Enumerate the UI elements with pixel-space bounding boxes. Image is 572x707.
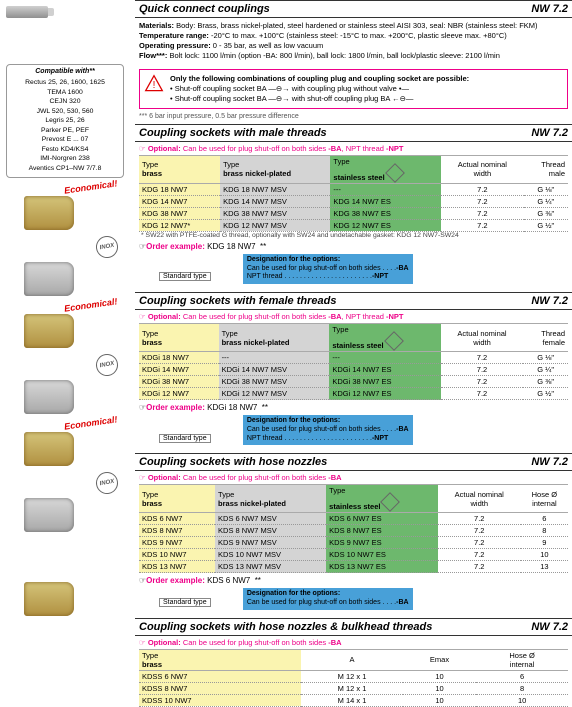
footnote: *** 6 bar input pressure, 0.5 bar pressu… (135, 113, 572, 124)
compat-box: Compatible with** Rectus 25, 26, 1600, 1… (6, 64, 124, 178)
optional-note: Optional: Can be used for plug shut-off … (135, 310, 572, 323)
compat-item: CEJN 320 (10, 98, 120, 107)
order-block: ☞ Order example: KDG 18 NW7 ** Standard … (135, 239, 572, 292)
optional-note: Optional: Can be used for plug shut-off … (135, 142, 572, 155)
compat-item: Legris 25, 26 (10, 117, 120, 126)
coupling-brass-female-icon (24, 314, 74, 348)
connector-hero-icon (6, 6, 48, 18)
svg-text:!: ! (153, 80, 156, 91)
coupling-brass-hose-icon (24, 432, 74, 466)
table-row: KDS 8 NW7KDS 8 NW7 MSVKDS 8 NW7 ES7.28 (139, 525, 568, 537)
compat-item: Rectus 25, 26, 1600, 1625 (10, 79, 120, 88)
note-line: • Shut-off coupling socket BA (170, 84, 266, 93)
table-row: KDGi 14 NW7KDGi 14 NW7 MSVKDGi 14 NW7 ES… (139, 364, 568, 376)
nw-badge: NW 7.2 (531, 621, 568, 633)
section-header-hose: Coupling sockets with hose nozzles NW 7.… (135, 453, 572, 471)
order-block: ☞ Order example: KDS 6 NW7 ** Standard t… (135, 573, 572, 618)
section-header-female: Coupling sockets with female threads NW … (135, 292, 572, 310)
section-title: Coupling sockets with hose nozzles (139, 456, 327, 468)
economical-badge: Economical! (64, 178, 118, 195)
nw-badge: NW 7.2 (531, 295, 568, 307)
section-header-male: Coupling sockets with male threads NW 7.… (135, 124, 572, 142)
coupling-brass-male-icon (24, 196, 74, 230)
note-line: • Shut-off coupling socket BA (170, 94, 266, 103)
coupling-steel-female-icon (24, 380, 74, 414)
section-title: Quick connect couplings (139, 3, 270, 15)
table-row: KDS 6 NW7KDS 6 NW7 MSVKDS 6 NW7 ES7.26 (139, 513, 568, 525)
sw-footnote: * SW22 with PTFE-coated G thread, option… (135, 232, 572, 239)
section-title: Coupling sockets with male threads (139, 127, 327, 139)
angle-icon (384, 331, 404, 351)
compat-item: Parker PE, PEF (10, 126, 120, 135)
meta-block: Materials: Body: Brass, brass nickel-pla… (135, 18, 572, 65)
compat-item: Prevost E ... 07 (10, 136, 120, 145)
compat-title: Compatible with** (10, 68, 120, 77)
table-row: KDG 38 NW7KDG 38 NW7 MSVKDG 38 NW7 ES7.2… (139, 207, 568, 219)
section-title: Coupling sockets with female threads (139, 295, 336, 307)
table-row: KDSS 6 NW7M 12 x 1106 (139, 670, 568, 682)
nw-badge: NW 7.2 (531, 3, 568, 15)
table-row: KDGi 18 NW7------7.2G ⅛" (139, 352, 568, 364)
table-row: KDG 18 NW7KDG 18 NW7 MSV---7.2G ⅛" (139, 183, 568, 195)
order-block: ☞ Order example: KDGi 18 NW7 ** Standard… (135, 400, 572, 453)
meta-value: -20°C to max. +100°C (stainless steel: -… (211, 31, 507, 40)
content: Quick connect couplings NW 7.2 Materials… (135, 0, 572, 707)
inox-badge: INOX (94, 234, 119, 259)
optional-note: Optional: Can be used for plug shut-off … (135, 636, 572, 649)
optional-note: Optional: Can be used for plug shut-off … (135, 471, 572, 484)
compat-item: JWL 520, 530, 560 (10, 107, 120, 116)
coupling-steel-hose-icon (24, 498, 74, 532)
compat-item: IMI-Norgren 238 (10, 155, 120, 164)
sidebar: Compatible with** Rectus 25, 26, 1600, 1… (0, 0, 130, 616)
warning-box: ! Only the following combinations of cou… (139, 69, 568, 109)
table-row: KDS 10 NW7KDS 10 NW7 MSVKDS 10 NW7 ES7.2… (139, 549, 568, 561)
note-line: with shut-off coupling plug BA (292, 94, 390, 103)
meta-label: Flow***: (139, 51, 167, 60)
table-female: Typebrass Typebrass nickel-plated Typest… (139, 323, 568, 400)
angle-icon (381, 492, 401, 512)
economical-badge: Economical! (64, 296, 118, 313)
angle-icon (385, 163, 405, 183)
nw-badge: NW 7.2 (531, 127, 568, 139)
table-row: KDS 13 NW7KDS 13 NW7 MSVKDS 13 NW7 ES7.2… (139, 561, 568, 573)
meta-value: Body: Brass, brass nickel-plated, steel … (176, 21, 537, 30)
compat-list: Rectus 25, 26, 1600, 1625 TEMA 1600 CEJN… (10, 79, 120, 174)
compat-item: Festo KD4/KS4 (10, 145, 120, 154)
note-intro: Only the following combinations of coupl… (170, 74, 469, 83)
meta-label: Operating pressure: (139, 41, 211, 50)
economical-badge: Economical! (64, 414, 118, 431)
meta-value: Bolt lock: 1100 l/min (option -BA: 800 l… (169, 51, 499, 60)
compat-item: Aventics CP1–NW 7/7.8 (10, 164, 120, 173)
table-row: KDGi 12 NW7KDGi 12 NW7 MSVKDGi 12 NW7 ES… (139, 388, 568, 400)
inox-badge: INOX (94, 470, 119, 495)
table-row: KDSS 10 NW7M 14 x 11010 (139, 694, 568, 706)
table-hose: Typebrass Typebrass nickel-plated Typest… (139, 484, 568, 573)
table-row: KDG 12 NW7*KDG 12 NW7 MSVKDG 12 NW7 ES7.… (139, 219, 568, 231)
table-male: Typebrass Typebrass nickel-plated Typest… (139, 155, 568, 232)
inox-badge: INOX (94, 352, 119, 377)
section-title: Coupling sockets with hose nozzles & bul… (139, 621, 432, 633)
table-row: KDS 9 NW7KDS 9 NW7 MSVKDS 9 NW7 ES7.29 (139, 537, 568, 549)
warning-icon: ! (144, 74, 164, 94)
table-row: KDGi 38 NW7KDGi 38 NW7 MSVKDGi 38 NW7 ES… (139, 376, 568, 388)
coupling-steel-male-icon (24, 262, 74, 296)
compat-item: TEMA 1600 (10, 88, 120, 97)
section-header-bulk: Coupling sockets with hose nozzles & bul… (135, 618, 572, 636)
nw-badge: NW 7.2 (531, 456, 568, 468)
table-row: KDSS 8 NW7M 12 x 1108 (139, 682, 568, 694)
table-row: KDG 14 NW7KDG 14 NW7 MSVKDG 14 NW7 ES7.2… (139, 195, 568, 207)
section-header-quick: Quick connect couplings NW 7.2 (135, 0, 572, 18)
meta-label: Temperature range: (139, 31, 209, 40)
meta-label: Materials: (139, 21, 174, 30)
meta-value: 0 - 35 bar, as well as low vacuum (213, 41, 323, 50)
coupling-brass-bulkhead-icon (24, 582, 74, 616)
note-line: with coupling plug without valve (292, 84, 397, 93)
table-bulk: Typebrass A Emax Hose Ø internal KDSS 6 … (139, 649, 568, 707)
